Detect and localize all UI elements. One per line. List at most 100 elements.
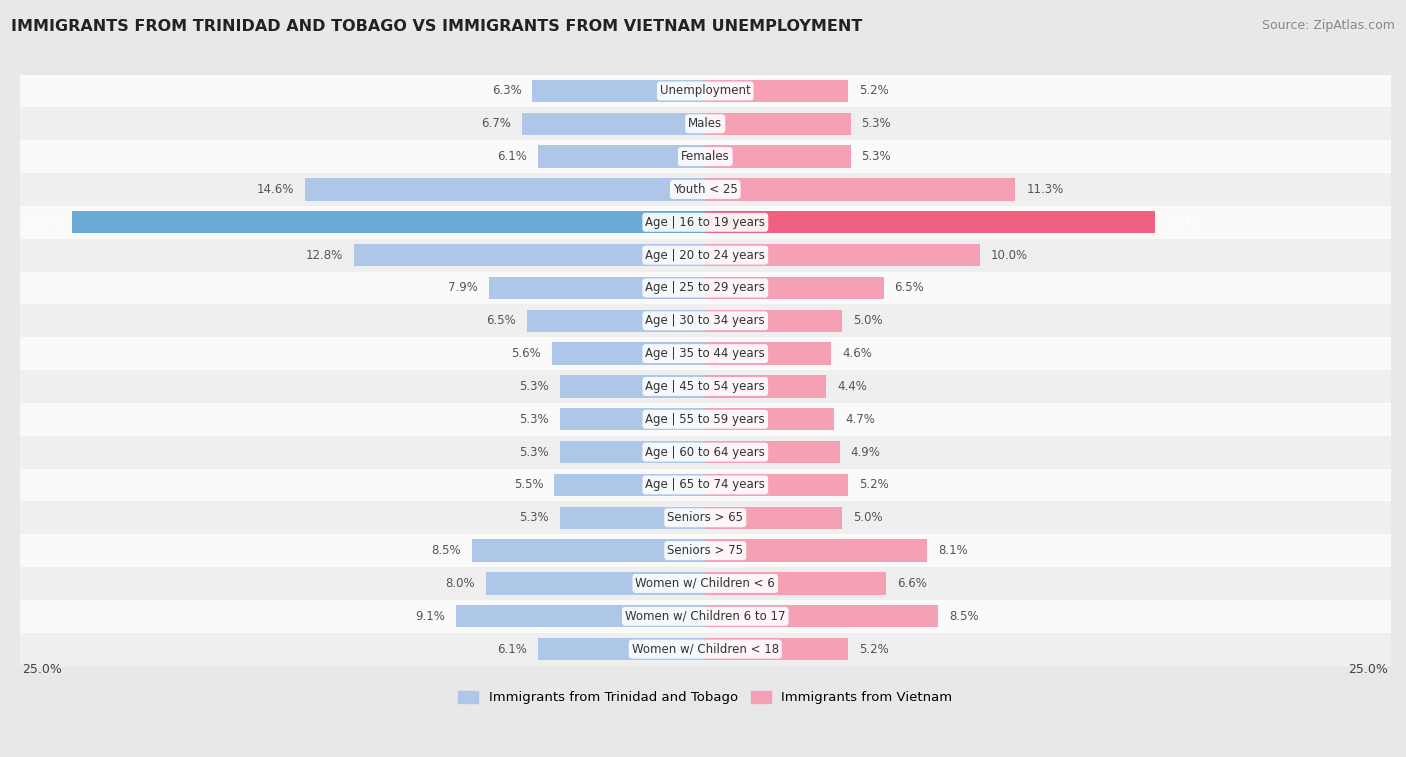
Text: Females: Females [681, 150, 730, 164]
Bar [706, 605, 938, 628]
Text: 5.3%: 5.3% [862, 150, 891, 164]
Bar [560, 375, 706, 397]
Text: 5.3%: 5.3% [519, 511, 548, 525]
Text: 25.0%: 25.0% [1348, 663, 1388, 676]
Bar [706, 342, 831, 365]
Text: Age | 35 to 44 years: Age | 35 to 44 years [645, 347, 765, 360]
Text: 5.2%: 5.2% [859, 478, 889, 491]
Text: 6.3%: 6.3% [492, 85, 522, 98]
Text: Age | 16 to 19 years: Age | 16 to 19 years [645, 216, 765, 229]
Bar [538, 638, 706, 660]
Bar [706, 375, 825, 397]
Bar [560, 408, 706, 431]
Bar [20, 436, 1391, 469]
Text: 9.1%: 9.1% [415, 610, 444, 623]
Bar [20, 238, 1391, 272]
Text: 5.5%: 5.5% [513, 478, 544, 491]
Bar [20, 304, 1391, 337]
Text: 8.1%: 8.1% [938, 544, 969, 557]
Bar [522, 113, 706, 135]
Bar [533, 79, 706, 102]
Text: Males: Males [688, 117, 723, 130]
Bar [20, 337, 1391, 370]
Bar [554, 474, 706, 496]
Text: 5.3%: 5.3% [519, 413, 548, 425]
Text: 5.2%: 5.2% [859, 643, 889, 656]
Bar [20, 272, 1391, 304]
Bar [305, 179, 706, 201]
Bar [527, 310, 706, 332]
Text: 16.4%: 16.4% [1166, 216, 1204, 229]
Text: 8.5%: 8.5% [949, 610, 979, 623]
Bar [560, 441, 706, 463]
Bar [72, 211, 706, 233]
Bar [706, 79, 848, 102]
Text: 6.7%: 6.7% [481, 117, 510, 130]
Text: 12.8%: 12.8% [307, 248, 343, 262]
Text: Age | 45 to 54 years: Age | 45 to 54 years [645, 380, 765, 393]
Text: Unemployment: Unemployment [659, 85, 751, 98]
Text: 6.5%: 6.5% [894, 282, 924, 294]
Text: IMMIGRANTS FROM TRINIDAD AND TOBAGO VS IMMIGRANTS FROM VIETNAM UNEMPLOYMENT: IMMIGRANTS FROM TRINIDAD AND TOBAGO VS I… [11, 19, 863, 34]
Text: 14.6%: 14.6% [256, 183, 294, 196]
Text: 7.9%: 7.9% [447, 282, 478, 294]
Text: 5.3%: 5.3% [519, 446, 548, 459]
Text: 8.0%: 8.0% [446, 577, 475, 590]
Bar [20, 633, 1391, 665]
Text: 4.6%: 4.6% [842, 347, 872, 360]
Text: Age | 25 to 29 years: Age | 25 to 29 years [645, 282, 765, 294]
Bar [538, 145, 706, 168]
Text: Age | 30 to 34 years: Age | 30 to 34 years [645, 314, 765, 327]
Bar [472, 540, 706, 562]
Bar [706, 638, 848, 660]
Legend: Immigrants from Trinidad and Tobago, Immigrants from Vietnam: Immigrants from Trinidad and Tobago, Imm… [453, 686, 957, 709]
Text: Women w/ Children < 18: Women w/ Children < 18 [631, 643, 779, 656]
Bar [20, 469, 1391, 501]
Bar [706, 145, 851, 168]
Bar [354, 244, 706, 266]
Bar [20, 370, 1391, 403]
Bar [706, 572, 886, 594]
Text: 10.0%: 10.0% [991, 248, 1028, 262]
Bar [489, 277, 706, 299]
Bar [706, 408, 834, 431]
Bar [20, 403, 1391, 436]
Bar [551, 342, 706, 365]
Text: 5.6%: 5.6% [510, 347, 541, 360]
Text: Women w/ Children 6 to 17: Women w/ Children 6 to 17 [626, 610, 786, 623]
Text: Seniors > 75: Seniors > 75 [668, 544, 744, 557]
Bar [706, 540, 928, 562]
Text: 5.0%: 5.0% [853, 314, 883, 327]
Bar [706, 244, 980, 266]
Text: 8.5%: 8.5% [432, 544, 461, 557]
Bar [560, 506, 706, 529]
Text: Age | 20 to 24 years: Age | 20 to 24 years [645, 248, 765, 262]
Text: Youth < 25: Youth < 25 [673, 183, 738, 196]
Text: 4.7%: 4.7% [845, 413, 875, 425]
Text: 6.6%: 6.6% [897, 577, 927, 590]
Text: 5.3%: 5.3% [519, 380, 548, 393]
Text: Age | 65 to 74 years: Age | 65 to 74 years [645, 478, 765, 491]
Text: 4.4%: 4.4% [837, 380, 868, 393]
Bar [456, 605, 706, 628]
Bar [706, 113, 851, 135]
Text: 6.5%: 6.5% [486, 314, 516, 327]
Text: 11.3%: 11.3% [1026, 183, 1063, 196]
Text: Women w/ Children < 6: Women w/ Children < 6 [636, 577, 775, 590]
Bar [20, 107, 1391, 140]
Bar [20, 600, 1391, 633]
Bar [706, 506, 842, 529]
Text: 4.9%: 4.9% [851, 446, 880, 459]
Bar [20, 501, 1391, 534]
Bar [706, 474, 848, 496]
Bar [20, 74, 1391, 107]
Bar [20, 206, 1391, 238]
Text: 6.1%: 6.1% [498, 150, 527, 164]
Bar [706, 441, 839, 463]
Bar [706, 211, 1156, 233]
Text: 23.1%: 23.1% [24, 216, 60, 229]
Text: 5.0%: 5.0% [853, 511, 883, 525]
Bar [20, 534, 1391, 567]
Bar [706, 179, 1015, 201]
Text: Seniors > 65: Seniors > 65 [668, 511, 744, 525]
